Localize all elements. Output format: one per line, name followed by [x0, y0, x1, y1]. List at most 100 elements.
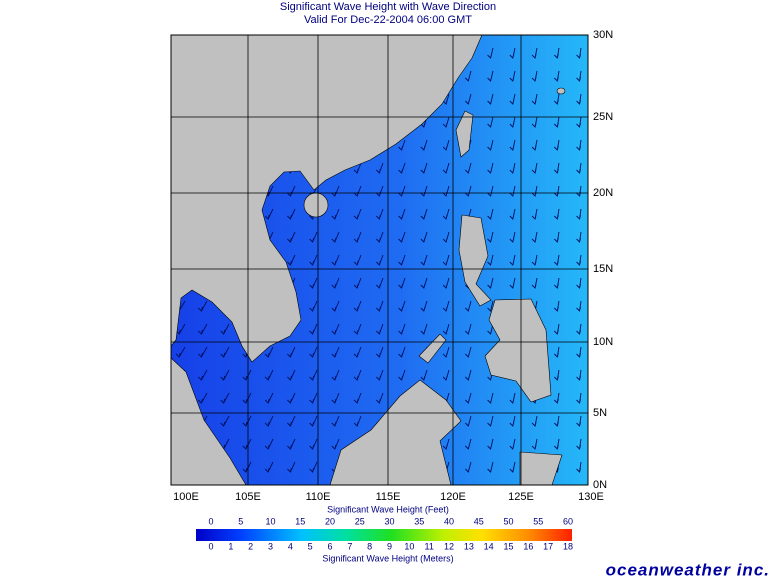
arrow: [487, 300, 494, 312]
arrow: [420, 323, 428, 335]
feet-tick: 25: [355, 516, 365, 526]
arrow: [398, 139, 406, 151]
arrow: [442, 369, 450, 381]
meters-tick: 8: [367, 541, 372, 551]
arrow: [376, 162, 384, 174]
arrow: [420, 231, 428, 243]
arrow: [553, 139, 560, 151]
arrow: [198, 323, 208, 335]
arrow: [531, 162, 538, 174]
arrow: [420, 162, 428, 174]
meters-tick: 14: [484, 541, 494, 551]
visayas-mindanao: [484, 298, 552, 403]
arrow: [398, 208, 406, 220]
feet-tick: 50: [503, 516, 513, 526]
arrow: [553, 392, 560, 404]
arrow: [553, 254, 560, 266]
lon-label: 120E: [440, 491, 466, 503]
arrow: [331, 277, 340, 289]
meters-tick: 17: [543, 541, 553, 551]
arrow: [220, 369, 230, 381]
arrow: [309, 323, 318, 335]
arrow: [264, 438, 274, 450]
arrow: [242, 392, 252, 404]
arrow: [553, 70, 560, 82]
arrow: [287, 415, 296, 427]
lat-label: 15N: [593, 263, 613, 275]
arrow: [376, 323, 384, 335]
meters-tick: 7: [347, 541, 352, 551]
arrow: [175, 346, 186, 358]
arrow: [442, 438, 450, 450]
arrow: [531, 277, 538, 289]
arrow: [353, 369, 362, 381]
arrow: [353, 231, 362, 243]
arrow: [376, 231, 384, 243]
lon-label: 115E: [376, 491, 401, 503]
arrow: [398, 231, 406, 243]
arrow: [487, 277, 494, 289]
arrow: [287, 392, 296, 404]
arrow: [353, 208, 362, 220]
arrow: [576, 93, 582, 105]
feet-tick: 15: [295, 516, 305, 526]
arrow: [576, 116, 582, 128]
arrow: [465, 162, 472, 174]
arrow: [487, 392, 494, 404]
arrow: [553, 438, 560, 450]
arrow: [576, 70, 582, 82]
arrow: [309, 300, 318, 312]
arrow: [487, 208, 494, 220]
arrow: [442, 346, 450, 358]
arrow: [331, 438, 340, 450]
map-frame: [170, 34, 589, 486]
arrow: [442, 300, 450, 312]
meters-tick: 6: [327, 541, 332, 551]
arrow: [309, 415, 318, 427]
arrow: [442, 323, 450, 335]
arrow: [331, 323, 340, 335]
arrow: [398, 254, 406, 266]
arrow: [509, 162, 516, 174]
arrow: [553, 323, 560, 335]
arrow: [553, 47, 560, 59]
arrow: [487, 47, 494, 59]
arrow: [442, 93, 450, 105]
arrow: [465, 93, 472, 105]
arrow: [576, 231, 582, 243]
arrow: [465, 438, 472, 450]
feet-tick: 55: [533, 516, 543, 526]
arrow: [576, 392, 582, 404]
arrow: [509, 254, 516, 266]
arrow: [531, 254, 538, 266]
arrow: [553, 208, 560, 220]
arrow: [353, 415, 362, 427]
arrow: [531, 415, 538, 427]
arrow: [331, 415, 340, 427]
arrow: [331, 392, 340, 404]
arrow: [465, 415, 472, 427]
arrow: [576, 346, 582, 358]
arrow: [353, 254, 362, 266]
arrow: [531, 70, 538, 82]
arrow: [309, 254, 318, 266]
meters-tick: 5: [308, 541, 313, 551]
arrow: [376, 254, 384, 266]
arrow: [264, 392, 274, 404]
meters-tick: 12: [444, 541, 454, 551]
arrow: [309, 461, 318, 473]
arrow: [376, 392, 384, 404]
arrow: [487, 415, 494, 427]
arrow: [376, 369, 384, 381]
arrow: [287, 438, 296, 450]
meters-tick: 4: [288, 541, 293, 551]
arrow: [487, 254, 494, 266]
arrow: [553, 162, 560, 174]
arrow: [576, 139, 582, 151]
arrow: [487, 231, 494, 243]
feet-tick: 35: [414, 516, 424, 526]
arrow: [353, 300, 362, 312]
lat-label: 5N: [593, 407, 607, 419]
axis-labels: 100E 105E 110E 115E 120E 125E 130E 30N 25N 20N 15N…: [173, 29, 613, 503]
arrow: [576, 461, 582, 473]
